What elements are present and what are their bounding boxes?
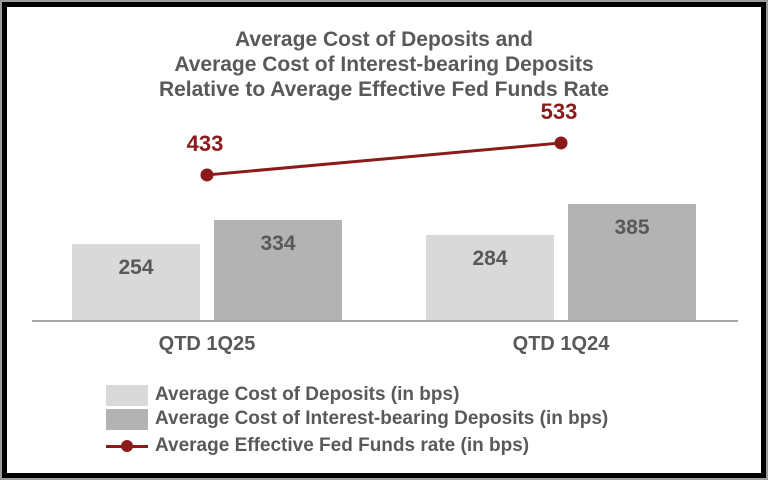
chart-title-line-3: Relative to Average Effective Fed Funds …: [158, 78, 610, 101]
legend-line-dot-marker-icon: [106, 436, 148, 457]
bar-average-cost-of-deposits-in-bps-qtd-1q24: 284: [426, 235, 554, 320]
chart-title-line-1: Average Cost of Deposits and: [235, 28, 533, 51]
bar-value-label: 334: [260, 232, 296, 255]
bar-value-label: 254: [118, 256, 154, 279]
legend-swatch-dark-gray: [106, 408, 148, 430]
legend: Average Cost of Deposits (in bps) Averag…: [106, 384, 608, 457]
legend-label: Average Cost of Deposits (in bps): [155, 384, 460, 405]
bar-average-cost-of-interest-bearing-deposits-in-bps-qtd-1q24: 385: [568, 204, 696, 320]
legend-label: Average Effective Fed Funds rate (in bps…: [155, 435, 530, 456]
chart-title-line-2: Average Cost of Interest-bearing Deposit…: [174, 53, 594, 76]
chart-title: Average Cost of Deposits and Average Cos…: [0, 27, 768, 102]
line-point-marker: [200, 168, 214, 182]
bar-value-label: 284: [472, 247, 508, 270]
bar-value-label: 385: [614, 216, 650, 239]
legend-item-fed-funds-rate: Average Effective Fed Funds rate (in bps…: [106, 435, 608, 457]
x-axis-label-qtd-1q25: QTD 1Q25: [158, 333, 256, 355]
legend-item-cost-of-interest-bearing-deposits: Average Cost of Interest-bearing Deposit…: [106, 408, 608, 430]
line-value-label: 433: [186, 130, 224, 156]
line-value-label: 533: [540, 98, 578, 124]
legend-item-cost-of-deposits: Average Cost of Deposits (in bps): [106, 384, 608, 406]
x-axis-line: [32, 320, 738, 322]
fed-funds-line: [206, 141, 562, 177]
bar-average-cost-of-interest-bearing-deposits-in-bps-qtd-1q25: 334: [214, 220, 342, 320]
x-axis-label-qtd-1q24: QTD 1Q24: [512, 333, 610, 355]
line-point-marker: [554, 136, 568, 150]
legend-label: Average Cost of Interest-bearing Deposit…: [155, 408, 609, 429]
bar-average-cost-of-deposits-in-bps-qtd-1q25: 254: [72, 244, 200, 320]
legend-swatch-light-gray: [106, 384, 148, 406]
